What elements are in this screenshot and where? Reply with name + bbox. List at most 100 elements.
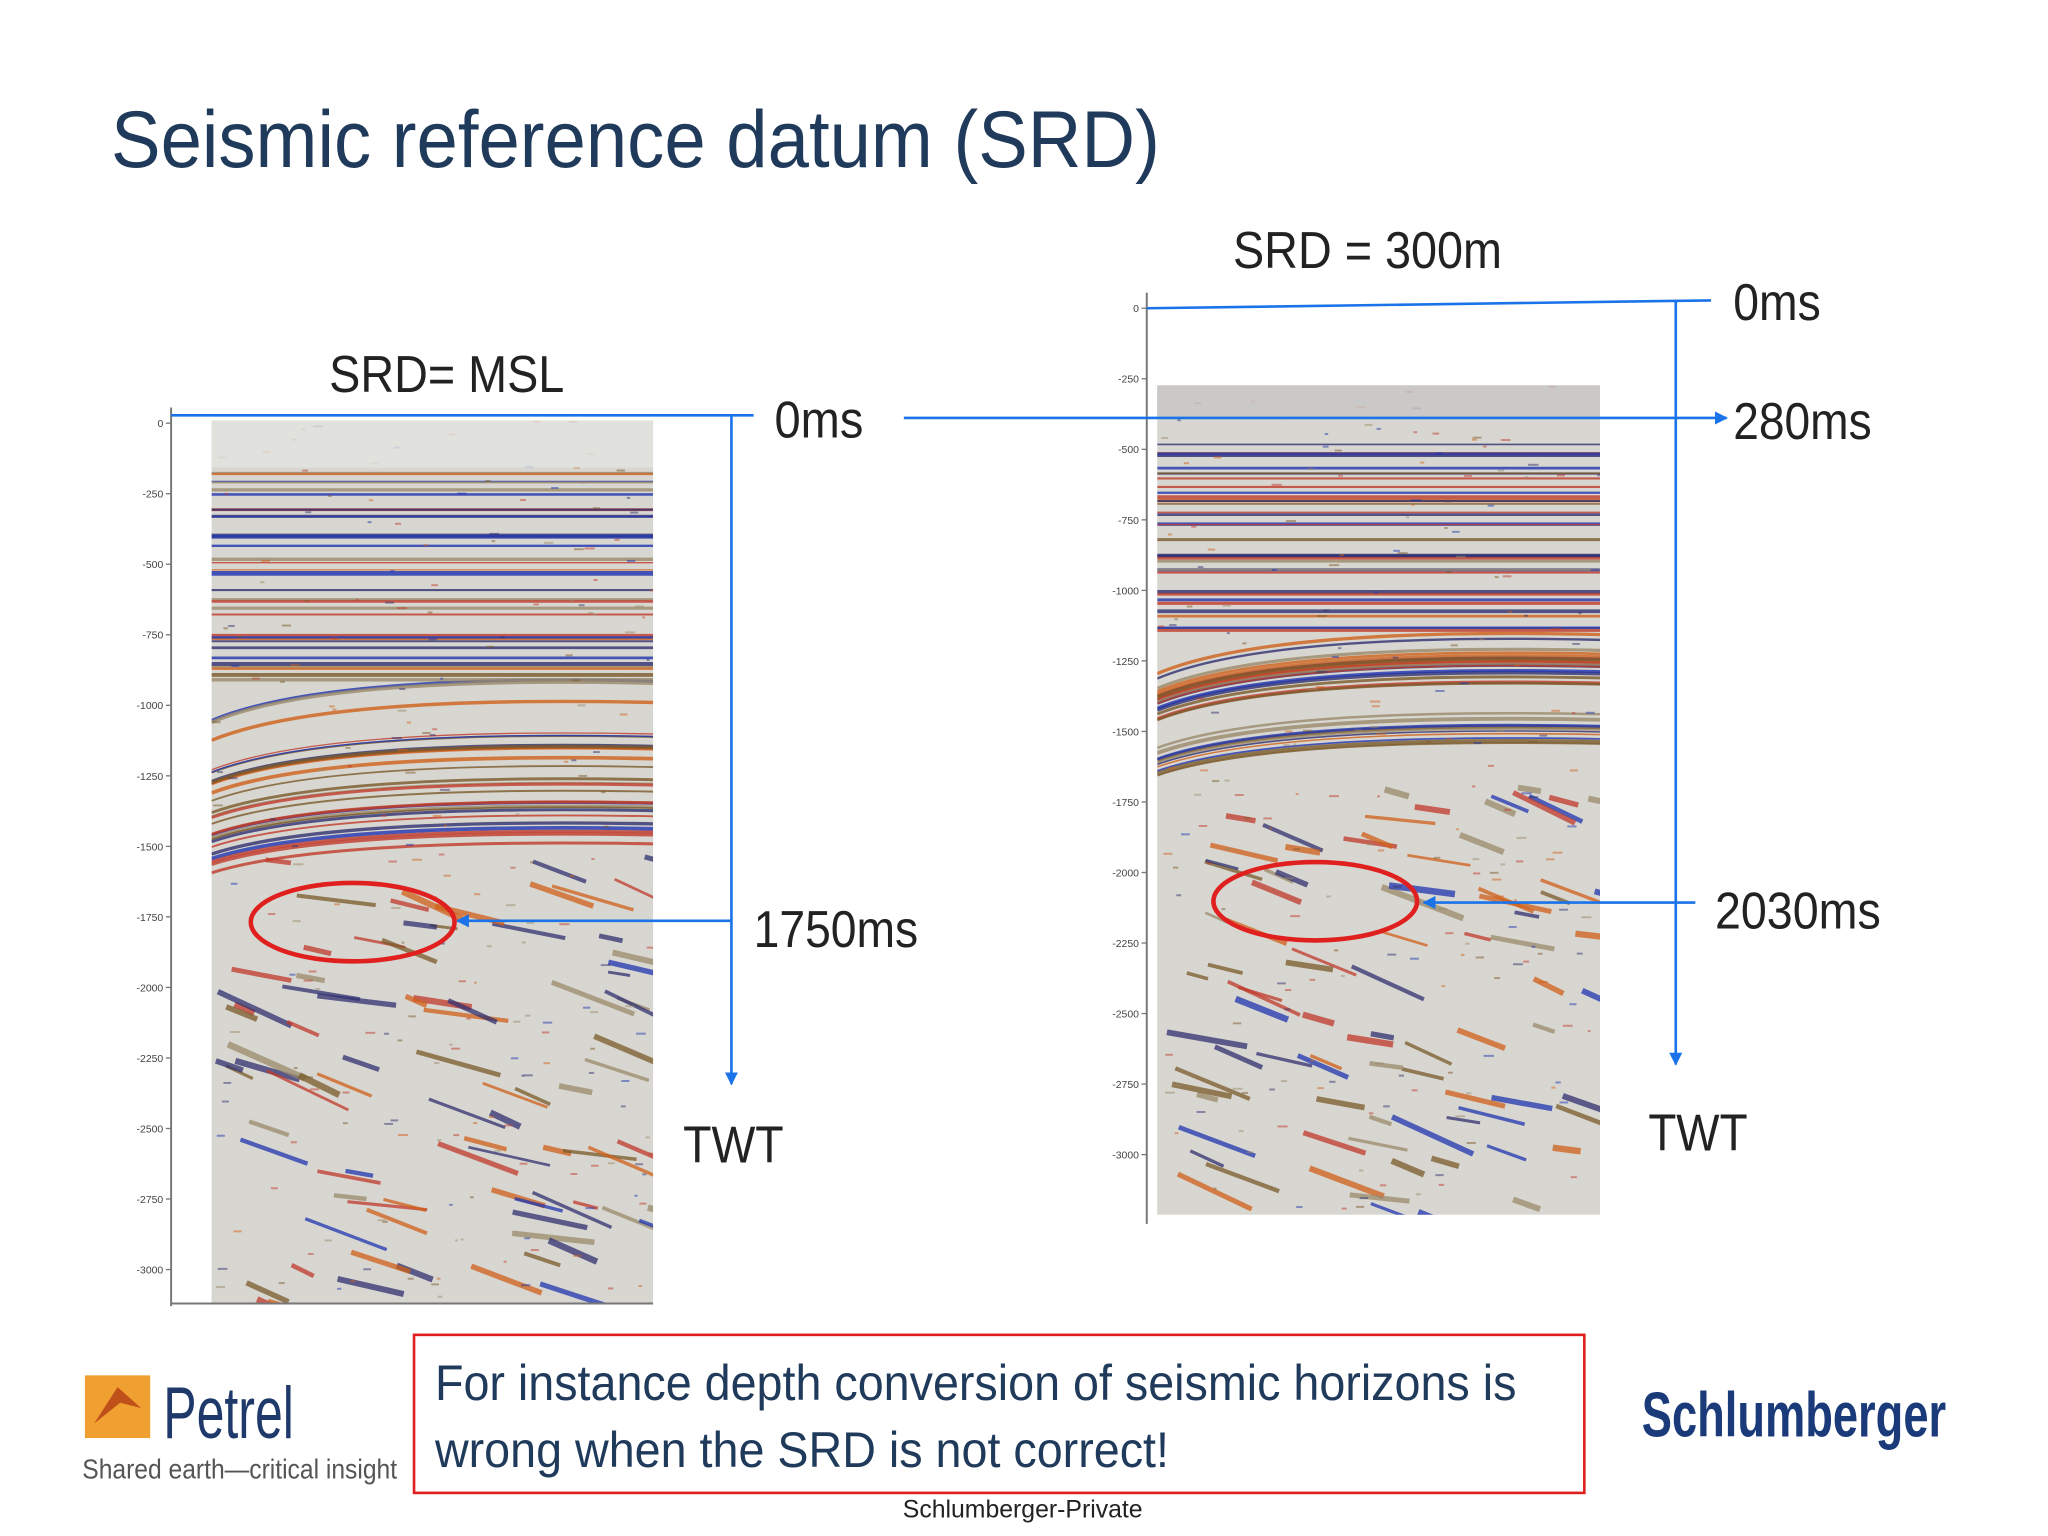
tick-label: -500: [1118, 445, 1139, 456]
reflector: [437, 1141, 519, 1176]
reflector: [562, 1148, 637, 1162]
reflector: [211, 765, 654, 802]
noise: [1306, 688, 1317, 691]
reflector: [1444, 1089, 1506, 1109]
noise: [217, 771, 223, 774]
noise: [1376, 732, 1386, 735]
tick-label: -1750: [137, 913, 164, 924]
noise: [228, 777, 238, 780]
noise: [1383, 1105, 1390, 1108]
noise: [436, 1277, 441, 1280]
noise: [1341, 1207, 1347, 1210]
reflector: [1157, 631, 1600, 676]
noise: [1269, 1088, 1275, 1091]
reflector: [1512, 790, 1577, 826]
reflector: [1514, 910, 1540, 919]
noise: [1196, 1111, 1206, 1113]
reflector: [1207, 962, 1244, 975]
reflector: [303, 944, 332, 957]
noise: [1585, 711, 1595, 714]
noise: [491, 540, 496, 543]
noise: [388, 860, 397, 863]
tick-label: -750: [1118, 516, 1139, 527]
noise: [1531, 945, 1536, 948]
reflector: [1301, 1011, 1335, 1027]
classification: Schlumberger-Private: [903, 1497, 1143, 1524]
noise: [215, 1286, 226, 1289]
noise: [642, 616, 646, 619]
noise: [212, 721, 221, 724]
reflector: [214, 1058, 244, 1073]
noise: [1450, 644, 1458, 647]
reflector: [304, 1217, 388, 1252]
noise: [1169, 624, 1177, 627]
noise: [377, 1219, 386, 1222]
noise: [1489, 871, 1499, 874]
noise: [1512, 963, 1523, 966]
noise: [620, 1105, 626, 1108]
noise: [1393, 549, 1400, 552]
noise: [1158, 625, 1165, 628]
reflector: [211, 781, 654, 817]
noise: [1438, 907, 1448, 910]
reflector: [1213, 1044, 1264, 1070]
noise: [365, 1031, 376, 1034]
noise: [521, 1074, 525, 1077]
tick-label: -2000: [137, 983, 164, 994]
noise: [1241, 1091, 1249, 1094]
noise: [584, 547, 595, 550]
noise: [1277, 982, 1286, 985]
noise: [1206, 862, 1212, 865]
reflector: [604, 989, 654, 1017]
noise: [634, 1194, 638, 1197]
reflector: [1348, 1136, 1408, 1152]
noise: [1430, 665, 1435, 668]
noise: [607, 1162, 615, 1165]
reflector: [614, 878, 654, 899]
noise: [229, 1031, 241, 1033]
reflector: [1379, 929, 1428, 947]
noise: [635, 1163, 644, 1166]
noise: [578, 604, 585, 607]
reflector: [1561, 1093, 1600, 1113]
noise: [625, 1005, 635, 1008]
noise: [469, 1196, 474, 1199]
reflector: [1308, 1165, 1385, 1200]
noise: [270, 818, 276, 821]
reflector: [532, 859, 587, 884]
noise: [1392, 885, 1402, 888]
noise: [1494, 977, 1501, 980]
noise: [1329, 564, 1340, 567]
reflector: [1407, 853, 1471, 867]
reflector: [447, 998, 498, 1025]
reflector: [1171, 1081, 1233, 1100]
reflector: [297, 1072, 341, 1098]
noise: [1410, 499, 1422, 502]
noise: [1377, 795, 1380, 798]
reflector: [342, 1054, 380, 1072]
noise: [302, 469, 309, 472]
noise: [390, 569, 395, 572]
noise: [1456, 555, 1466, 558]
noise: [521, 1284, 531, 1287]
noise: [396, 607, 407, 610]
noise: [1435, 689, 1445, 692]
noise: [1456, 828, 1460, 831]
noise: [251, 677, 260, 680]
noise: [1374, 591, 1379, 594]
noise: [1329, 1080, 1336, 1083]
reflector: [295, 972, 326, 984]
reflector: [1205, 1161, 1280, 1194]
reflector: [226, 1041, 307, 1082]
noise: [1590, 569, 1600, 572]
noise: [1398, 1074, 1404, 1077]
noise: [1379, 1184, 1387, 1187]
noise: [1441, 985, 1446, 988]
tick-label: -2750: [1112, 1080, 1139, 1091]
reflector: [470, 1263, 543, 1296]
seismic-texture: [1157, 385, 1600, 1215]
reflector: [1555, 1103, 1600, 1126]
noise: [577, 704, 586, 707]
noise: [1438, 1183, 1445, 1186]
noise: [1316, 670, 1327, 673]
